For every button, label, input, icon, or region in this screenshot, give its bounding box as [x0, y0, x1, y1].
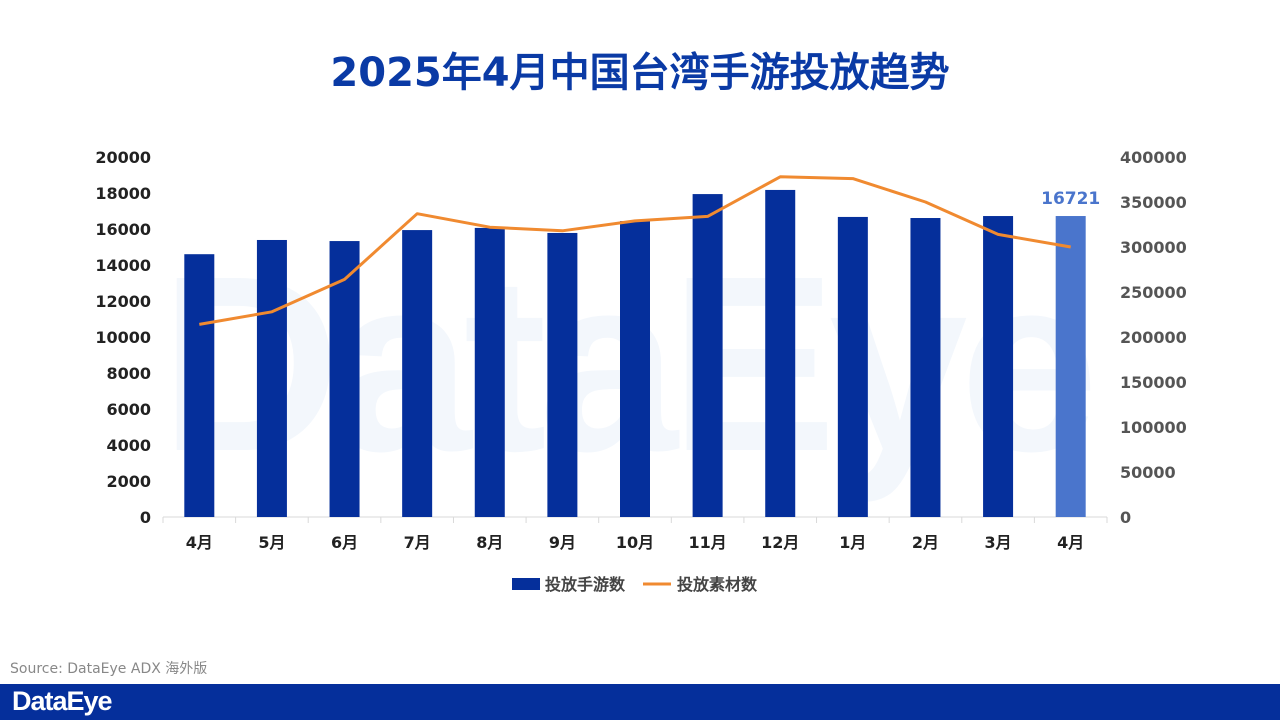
chart-title: 2025年4月中国台湾手游投放趋势	[330, 50, 950, 96]
x-axis-tick: 3月	[985, 533, 1012, 552]
legend-label: 投放素材数	[677, 575, 758, 594]
bar	[474, 227, 505, 518]
right-axis-tick: 0	[1120, 508, 1131, 527]
left-axis-tick: 8000	[106, 364, 151, 383]
x-axis-tick: 11月	[688, 533, 726, 552]
x-axis-tick: 9月	[549, 533, 576, 552]
right-axis-tick: 200000	[1120, 328, 1187, 347]
right-axis-tick: 250000	[1120, 283, 1187, 302]
right-axis-tick: 400000	[1120, 148, 1187, 167]
x-axis-tick: 5月	[258, 533, 285, 552]
left-axis-tick: 12000	[95, 292, 151, 311]
bar	[1055, 216, 1086, 517]
bar	[184, 254, 215, 517]
x-axis-tick: 6月	[331, 533, 358, 552]
left-axis-tick: 4000	[106, 436, 151, 455]
left-axis-tick: 6000	[106, 400, 151, 419]
right-axis-tick: 50000	[1120, 463, 1176, 482]
left-axis-tick: 0	[140, 508, 151, 527]
left-axis-tick: 14000	[95, 256, 151, 275]
x-axis-tick: 4月	[186, 533, 213, 552]
dataeye-logo: DataEye	[12, 686, 113, 716]
x-axis-tick: 1月	[839, 533, 866, 552]
left-axis-tick: 16000	[95, 220, 151, 239]
left-axis-tick: 10000	[95, 328, 151, 347]
bar	[910, 218, 941, 517]
bar	[620, 221, 650, 517]
bar	[402, 230, 433, 517]
bar	[983, 216, 1014, 518]
data-label: 16721	[1041, 189, 1100, 209]
legend-bar-swatch	[512, 578, 540, 590]
x-axis-tick: 12月	[761, 533, 799, 552]
x-axis-tick: 10月	[616, 533, 654, 552]
x-axis-tick: 2月	[912, 533, 939, 552]
bar	[329, 241, 360, 517]
x-axis-tick: 8月	[476, 533, 503, 552]
right-axis-tick: 300000	[1120, 238, 1187, 257]
left-axis-tick: 18000	[95, 184, 151, 203]
footer-bar: DataEye	[0, 684, 1280, 720]
bar	[837, 216, 868, 517]
right-axis-tick: 150000	[1120, 373, 1187, 392]
x-axis-tick: 4月	[1057, 533, 1084, 552]
x-axis-tick: 7月	[404, 533, 431, 552]
source-note: Source: DataEye ADX 海外版	[10, 661, 208, 677]
bar	[692, 194, 723, 517]
legend-label: 投放手游数	[545, 575, 626, 594]
right-axis-tick: 100000	[1120, 418, 1187, 437]
left-axis-tick: 2000	[106, 472, 151, 491]
left-axis-tick: 20000	[95, 148, 151, 167]
bar	[765, 189, 796, 517]
bar	[256, 239, 287, 518]
right-axis-tick: 350000	[1120, 193, 1187, 212]
bar	[547, 232, 578, 517]
